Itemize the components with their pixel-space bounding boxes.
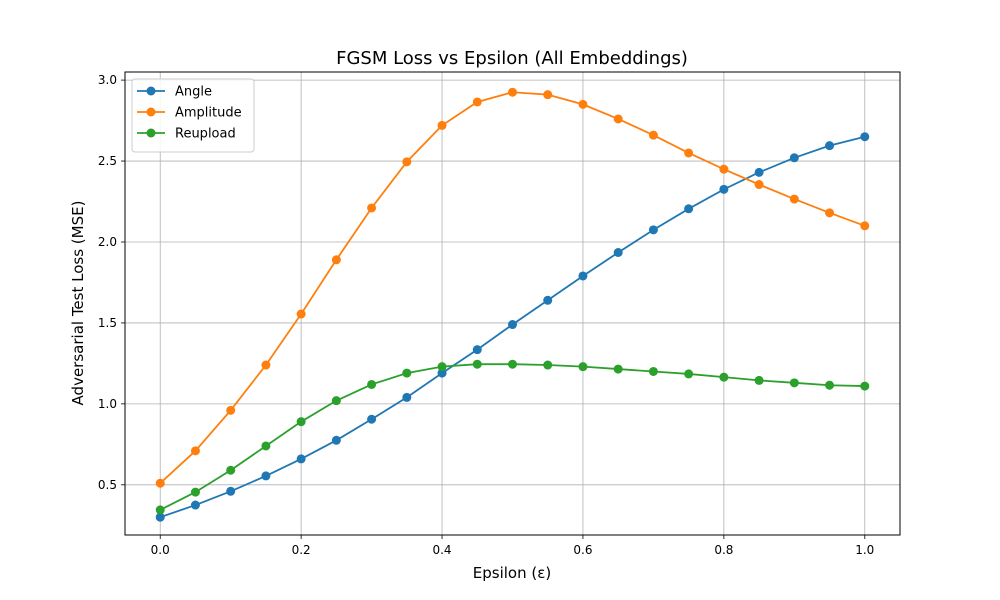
data-point-amplitude [402,157,412,167]
data-point-angle [331,435,341,445]
data-point-reupload [508,359,517,369]
data-point-angle [789,153,799,163]
data-point-amplitude [613,114,623,124]
data-point-amplitude [825,208,835,218]
data-point-angle [472,345,482,355]
data-point-reupload [789,378,799,388]
y-tick-label: 1.0 [98,397,117,411]
data-point-amplitude [367,203,377,213]
data-point-amplitude [860,221,870,231]
data-point-reupload [331,396,341,406]
y-tick-label: 1.5 [98,316,117,330]
data-point-reupload [543,360,553,370]
legend-label: Angle [175,85,212,100]
data-point-amplitude [754,180,764,190]
data-point-angle [296,454,306,464]
data-point-amplitude [296,309,306,319]
legend-entry-amplitude: Amplitude [137,106,242,121]
data-point-reupload [613,364,623,374]
data-point-reupload [684,369,694,379]
x-tick-label: 0.6 [573,543,592,557]
legend-swatch-marker [146,86,156,96]
legend: Angle Amplitude Reupload [131,78,255,153]
y-tick-label: 2.0 [98,235,117,249]
data-point-reupload [367,379,377,389]
data-point-angle [226,486,236,496]
series-reupload [155,359,870,515]
data-point-amplitude [190,446,200,456]
data-point-angle [860,132,870,142]
data-point-reupload [402,368,412,378]
x-tick-label: 0.0 [151,543,170,557]
data-point-angle [719,184,729,194]
chart-title: FGSM Loss vs Epsilon (All Embeddings) [336,48,688,69]
data-point-angle [613,248,623,258]
plot-area-frame [124,71,901,536]
data-point-reupload [578,362,588,372]
data-point-angle [402,392,412,402]
data-point-reupload [825,380,835,390]
y-tick-label: 2.5 [98,154,117,168]
data-point-angle [754,167,764,177]
data-point-amplitude [331,255,341,265]
x-tick-label: 1.0 [855,543,874,557]
data-point-angle [367,414,377,424]
data-point-amplitude [789,194,799,204]
ticks: 0.0 0.2 0.4 0.6 0.8 1.0 0.5 1.0 1.5 2.0 2.5 3.0 [98,73,874,557]
x-tick-label: 0.2 [292,543,311,557]
x-axis-label: Epsilon (ε) [473,564,551,582]
data-point-angle [155,512,165,522]
legend-label: Amplitude [175,106,242,121]
data-point-angle [261,471,271,481]
data-point-amplitude [508,87,517,97]
series-amplitude [155,87,870,488]
data-point-amplitude [648,130,658,140]
data-point-angle [508,320,517,330]
series-layer [155,87,870,522]
data-point-reupload [226,465,236,475]
data-point-reupload [719,372,729,382]
data-point-angle [648,225,658,235]
data-point-angle [684,204,694,214]
data-point-reupload [155,505,165,515]
data-point-amplitude [472,97,482,107]
y-tick-label: 0.5 [98,478,117,492]
data-point-angle [578,271,588,281]
data-point-reupload [472,359,482,369]
legend-swatch-marker [146,107,156,117]
data-point-angle [190,500,200,510]
data-point-amplitude [684,148,694,158]
data-point-amplitude [578,99,588,109]
y-tick-label: 3.0 [98,73,117,87]
data-point-angle [543,295,553,305]
y-axis-label: Adversarial Test Loss (MSE) [69,201,87,406]
data-point-reupload [754,375,764,385]
legend-entry-angle: Angle [137,85,212,100]
data-point-amplitude [437,120,447,130]
series-angle [155,132,870,522]
data-point-angle [437,368,447,378]
legend-swatch-marker [146,128,156,138]
data-point-reupload [190,487,200,497]
data-point-reupload [261,441,271,451]
series-line-amplitude [159,91,866,484]
data-point-reupload [296,417,306,427]
data-point-reupload [648,366,658,376]
legend-entry-reupload: Reupload [137,127,236,142]
data-point-amplitude [226,405,236,415]
series-line-reupload [159,363,865,511]
data-point-amplitude [155,478,165,488]
data-point-amplitude [261,360,271,370]
data-point-amplitude [719,164,729,174]
data-point-amplitude [543,90,553,100]
legend-label: Reupload [175,127,236,142]
data-point-angle [825,141,835,151]
data-point-reupload [437,362,447,372]
x-tick-label: 0.8 [714,543,733,557]
data-point-reupload [860,381,870,391]
x-tick-label: 0.4 [432,543,451,557]
